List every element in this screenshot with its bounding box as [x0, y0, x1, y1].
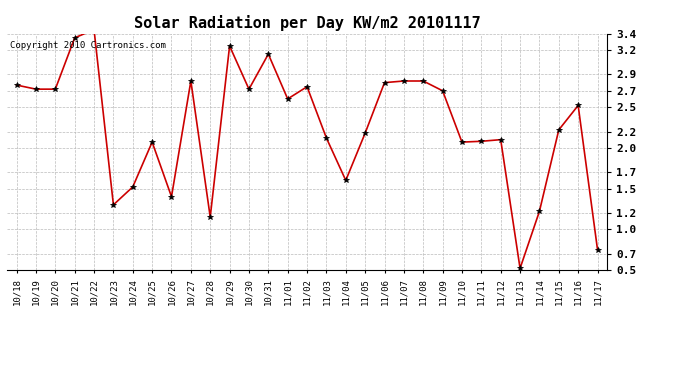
Title: Solar Radiation per Day KW/m2 20101117: Solar Radiation per Day KW/m2 20101117 [134, 15, 480, 31]
Text: Copyright 2010 Cartronics.com: Copyright 2010 Cartronics.com [10, 41, 166, 50]
